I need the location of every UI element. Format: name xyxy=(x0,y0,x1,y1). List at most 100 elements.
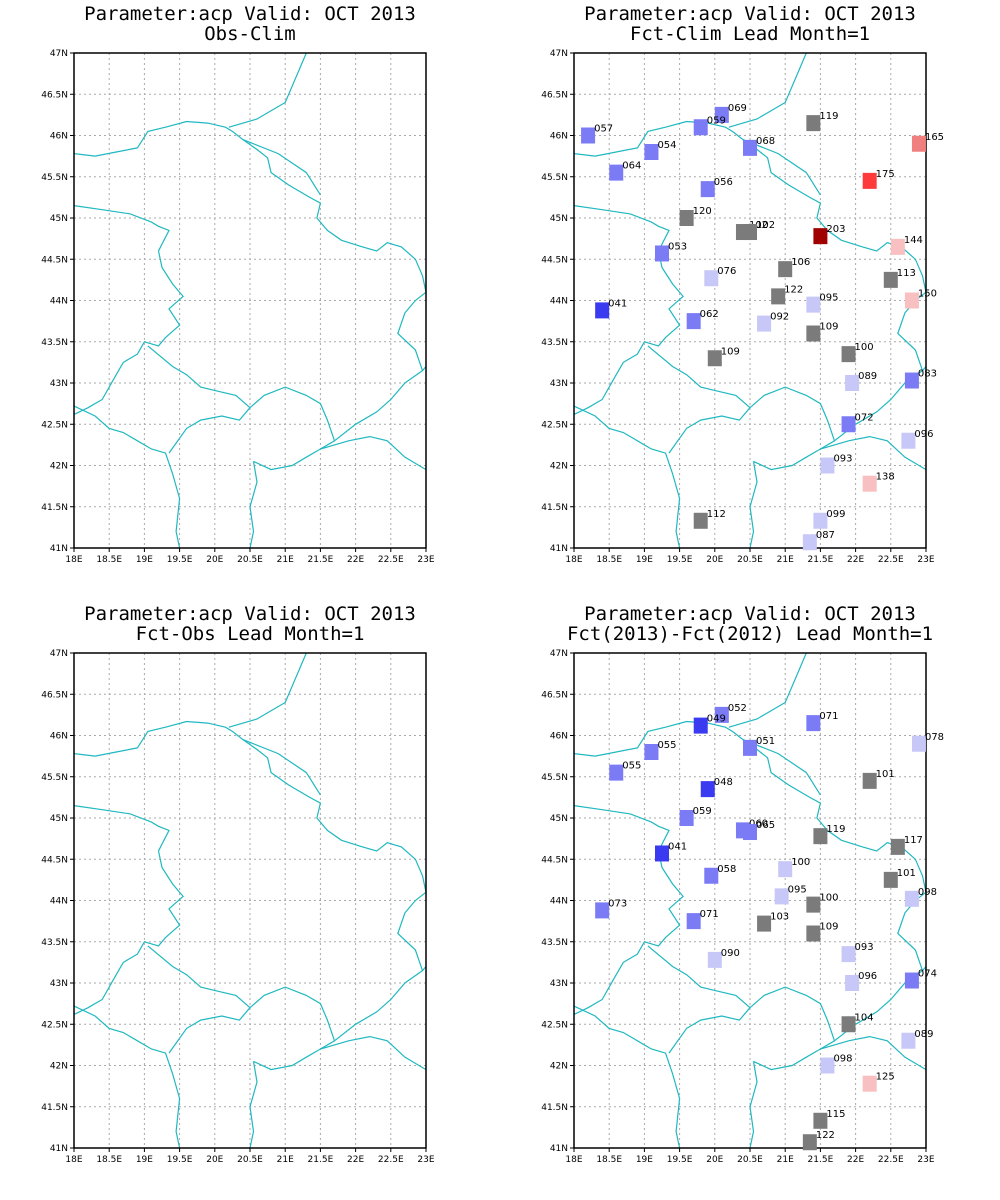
station-label: 089 xyxy=(858,371,877,382)
station-marker xyxy=(778,861,793,878)
country-border xyxy=(573,1005,681,1149)
station-marker xyxy=(841,346,856,363)
station-marker xyxy=(883,271,898,288)
x-tick-label: 20.5E xyxy=(237,1155,263,1165)
station-label: 076 xyxy=(717,266,736,277)
country-border xyxy=(573,405,681,549)
x-tick-label: 22.5E xyxy=(878,1155,904,1165)
station-label: 053 xyxy=(668,241,687,252)
country-border xyxy=(73,720,427,893)
station-marker xyxy=(679,210,694,226)
station-marker xyxy=(841,946,856,963)
y-tick-label: 43N xyxy=(550,979,568,989)
x-tick-label: 22E xyxy=(347,555,364,565)
station-label: 056 xyxy=(714,177,733,188)
map-plot: 18E 18.5E 19E 19.5E 20E 20.5E 21E 21.5E 22E 22.5E… xyxy=(541,649,944,1165)
station-marker xyxy=(806,925,821,942)
station-marker xyxy=(704,867,719,884)
country-border xyxy=(749,461,758,549)
country-border xyxy=(728,52,807,128)
x-tick-label: 21.5E xyxy=(308,1155,334,1165)
y-tick-label: 43N xyxy=(550,379,568,389)
x-tick-label: 19.5E xyxy=(667,555,693,565)
y-tick-label: 45N xyxy=(50,214,68,224)
country-border xyxy=(242,139,321,196)
map-panel-fct-diff: Parameter:acp Valid: OCT 2013 Fct(2013)-… xyxy=(500,600,1000,1200)
station-label: 109 xyxy=(721,346,740,357)
station-marker xyxy=(655,845,669,862)
station-marker xyxy=(679,810,694,826)
station-label: 059 xyxy=(693,806,712,817)
country-border xyxy=(73,405,181,549)
x-tick-label: 21E xyxy=(777,555,794,565)
station-label: 098 xyxy=(833,1054,852,1065)
station-label: 064 xyxy=(622,161,641,172)
station-marker xyxy=(904,292,919,309)
station-label: 117 xyxy=(904,835,923,846)
panel-title-line2: Obs-Clim xyxy=(204,23,296,45)
y-tick-label: 41.5N xyxy=(541,1103,568,1113)
station-label: 052 xyxy=(728,703,747,714)
station-label: 101 xyxy=(876,769,895,780)
station-marker xyxy=(802,1134,817,1151)
x-tick-label: 20E xyxy=(706,555,723,565)
x-tick-label: 22E xyxy=(847,1155,864,1165)
station-label: 096 xyxy=(858,971,877,982)
station-label: 102 xyxy=(756,220,775,231)
station-marker xyxy=(771,288,786,305)
station-marker xyxy=(862,1075,877,1092)
y-tick-label: 43N xyxy=(50,979,68,989)
station-label: 125 xyxy=(876,1072,895,1083)
x-tick-label: 19.5E xyxy=(167,555,193,565)
country-border xyxy=(742,739,821,796)
y-tick-label: 41N xyxy=(50,1144,68,1154)
station-label: 150 xyxy=(918,289,937,300)
station-marker xyxy=(595,902,610,919)
map-panel-fct-clim: Parameter:acp Valid: OCT 2013 Fct-Clim L… xyxy=(500,0,1000,600)
y-tick-label: 45N xyxy=(50,814,68,824)
country-border xyxy=(249,1061,258,1149)
y-tick-label: 42.5N xyxy=(41,420,68,430)
x-tick-label: 22E xyxy=(347,1155,364,1165)
y-tick-label: 46.5N xyxy=(541,690,568,700)
y-tick-label: 43N xyxy=(50,379,68,389)
station-marker xyxy=(704,270,719,287)
station-marker xyxy=(862,172,877,189)
y-tick-label: 45.5N xyxy=(541,173,568,183)
x-tick-label: 18E xyxy=(65,555,82,565)
panel-title-line1: Parameter:acp Valid: OCT 2013 xyxy=(84,603,416,625)
station-label: 100 xyxy=(855,342,874,353)
country-border xyxy=(668,407,751,454)
station-label: 069 xyxy=(728,103,747,114)
country-border xyxy=(168,1007,251,1054)
station-marker xyxy=(890,238,905,255)
country-border xyxy=(73,120,427,293)
y-tick-label: 47N xyxy=(550,49,568,59)
y-tick-label: 41N xyxy=(550,1144,568,1154)
station-label: 098 xyxy=(918,887,937,898)
country-border xyxy=(573,805,684,1015)
station-label: 055 xyxy=(657,740,676,751)
country-border xyxy=(334,291,427,442)
y-tick-label: 44N xyxy=(550,897,568,907)
y-tick-label: 46N xyxy=(550,132,568,142)
y-tick-label: 46N xyxy=(50,132,68,142)
x-tick-label: 18.5E xyxy=(96,1155,122,1165)
station-marker xyxy=(802,534,817,551)
station-label: 138 xyxy=(876,472,895,483)
station-label: 203 xyxy=(826,224,845,235)
station-marker xyxy=(813,228,828,245)
x-tick-label: 21.5E xyxy=(808,1155,834,1165)
y-tick-label: 41.5N xyxy=(41,1103,68,1113)
x-tick-label: 19.5E xyxy=(667,1155,693,1165)
map-layer: 18E 18.5E 19E 19.5E 20E 20.5E 21E 21.5E 22E 22.5E… xyxy=(541,49,944,565)
y-tick-label: 41.5N xyxy=(541,503,568,513)
station-marker xyxy=(883,871,898,888)
x-tick-label: 22E xyxy=(847,555,864,565)
country-border xyxy=(168,407,251,454)
country-border xyxy=(147,945,251,1009)
x-tick-label: 20E xyxy=(706,1155,723,1165)
country-border xyxy=(573,205,684,415)
x-tick-label: 18E xyxy=(565,555,582,565)
y-tick-label: 46N xyxy=(50,732,68,742)
